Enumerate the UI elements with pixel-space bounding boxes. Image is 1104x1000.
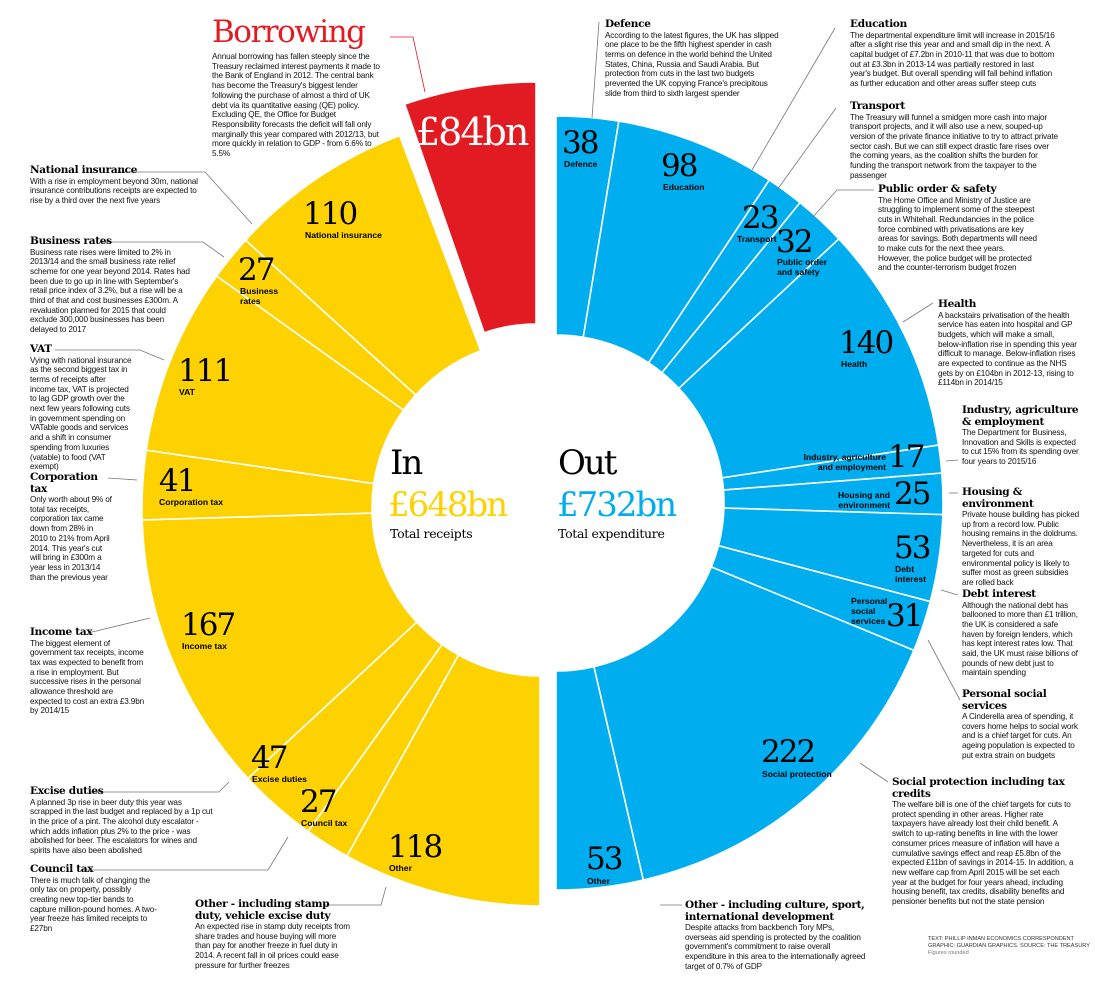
value-vat: 111 (178, 353, 233, 389)
value-other-receipts: 118 (388, 829, 443, 865)
label-housing: Housing and environment (837, 490, 890, 510)
label-education: Education (663, 182, 705, 192)
note-transport: Transport The Treasury will funnel a smid… (850, 100, 1058, 180)
note-industry: Industry, agriculture & employment The De… (962, 404, 1079, 467)
out-heading: Out (558, 443, 617, 483)
value-public-order: 32 (776, 224, 813, 260)
note-corporation-tax: Corporation tax Only worth about 9% of to… (30, 471, 112, 582)
label-other-expenditure: Other (587, 876, 610, 886)
borrowing-title: Borrowing (212, 14, 366, 50)
label-public-order: Public order and safety (777, 257, 828, 277)
total-expenditure-value: £732bn (557, 485, 677, 525)
credit-text: TEXT: PHILLIP INMAN ECONOMICS CORRESPOND… (928, 936, 1074, 942)
credit-graphic: GRAPHIC: GUARDIAN GRAPHICS. SOURCE: THE … (928, 943, 1090, 949)
segment-other (555, 665, 645, 891)
label-health: Health (841, 359, 868, 369)
label-debt-interest: Debt interest (895, 564, 927, 584)
leader-council (82, 836, 289, 871)
value-council-tax: 27 (300, 784, 337, 820)
segment-other (345, 653, 541, 907)
value-personal-social: 31 (886, 598, 923, 634)
leader-borrowing (390, 36, 426, 93)
leader-industry (945, 459, 959, 462)
note-housing: Housing & environment Private house build… (962, 486, 1080, 587)
figures-rounded-note: Figures rounded (928, 950, 969, 956)
value-defence: 38 (562, 125, 599, 161)
value-national-insurance: 110 (303, 196, 358, 232)
value-health: 140 (839, 325, 894, 361)
leader-order (811, 189, 874, 219)
leader-transport (776, 107, 837, 191)
label-defence-text: Defence (564, 159, 598, 169)
leader-health (902, 302, 934, 323)
credits: TEXT: PHILLIP INMAN ECONOMICS CORRESPOND… (928, 936, 1090, 957)
value-business-rates: 27 (238, 252, 275, 288)
leader-education (751, 27, 836, 171)
in-heading: In (390, 443, 423, 483)
label-national-insurance: National insurance (305, 230, 382, 240)
note-public-order: Public order & safety The Home Office and… (878, 183, 1037, 273)
leader-debt (940, 589, 959, 596)
note-education: Education The departmental expenditure li… (850, 18, 1055, 89)
note-vat: VAT Vying with national insurance as the … (30, 343, 132, 472)
note-national-insurance: National insurance With a rise in employm… (30, 164, 198, 205)
leader-defence (591, 21, 600, 119)
value-other-expenditure: 53 (586, 841, 623, 877)
value-income-tax: 167 (181, 607, 236, 643)
leader-social (859, 762, 889, 783)
label-social-protection: Social protection (762, 769, 832, 779)
total-receipts-label: Total receipts (390, 526, 473, 541)
label-other-receipts: Other (389, 863, 412, 873)
leader-other-in (323, 886, 387, 906)
leader-vat (55, 349, 165, 361)
value-corporation-tax: 41 (159, 463, 196, 499)
leader-corp (107, 477, 138, 481)
label-income-tax: Income tax (182, 641, 227, 651)
note-social-protection: Social protection including tax credits T… (892, 776, 1074, 907)
note-health: Health A backstairs privatisation of the … (938, 298, 1077, 388)
note-debt-interest: Debt interest Although the national debt … (962, 588, 1078, 678)
label-vat: VAT (179, 387, 195, 397)
note-other-expenditure: Other - including culture, sport, intern… (685, 899, 866, 971)
label-transport: Transport (737, 234, 777, 244)
label-corporation-tax: Corporation tax (159, 497, 223, 507)
value-housing: 25 (894, 476, 931, 512)
note-business-rates: Business rates Business rate rises were l… (30, 235, 190, 335)
value-education: 98 (661, 148, 698, 184)
leader-personal (927, 639, 961, 701)
total-expenditure-label: Total expenditure (558, 526, 665, 541)
value-excise-duties: 47 (251, 740, 288, 776)
value-debt-interest: 53 (894, 530, 931, 566)
note-personal-social: Personal social services A Cinderella are… (962, 688, 1078, 760)
note-other-receipts: Other - including stamp duty, vehicle ex… (195, 898, 350, 970)
label-business-rates: Business rates (240, 286, 279, 306)
leader-business (100, 241, 225, 258)
value-industry: 17 (888, 439, 925, 475)
note-council-tax: Council tax There is much talk of changin… (30, 863, 157, 934)
label-excise-duties: Excise duties (252, 774, 307, 784)
value-social-protection: 222 (761, 734, 816, 770)
note-defence: Defence According to the latest figures, … (605, 18, 779, 98)
borrowing-value: £84bn (416, 110, 529, 154)
note-income-tax: Income tax The biggest element of governm… (30, 626, 144, 716)
value-transport: 23 (742, 200, 779, 236)
leader-ni (118, 171, 253, 225)
note-excise-duties: Excise duties A planned 3p rise in beer d… (30, 785, 213, 856)
label-personal-social: Personal social services (851, 596, 888, 626)
label-council-tax: Council tax (301, 818, 348, 828)
segment-health (677, 237, 940, 479)
segment-national-insurance (244, 134, 482, 397)
leader-excise (90, 781, 230, 793)
borrowing-note: Annual borrowing has fallen steeply sinc… (212, 52, 380, 159)
segment-social-protection (592, 565, 915, 881)
total-receipts-value: £648bn (388, 485, 508, 525)
segment-borrowing (403, 81, 537, 334)
segment-income-tax (141, 512, 418, 780)
leader-income (87, 617, 151, 634)
label-industry: Industry, agriculture and employment (803, 452, 886, 472)
